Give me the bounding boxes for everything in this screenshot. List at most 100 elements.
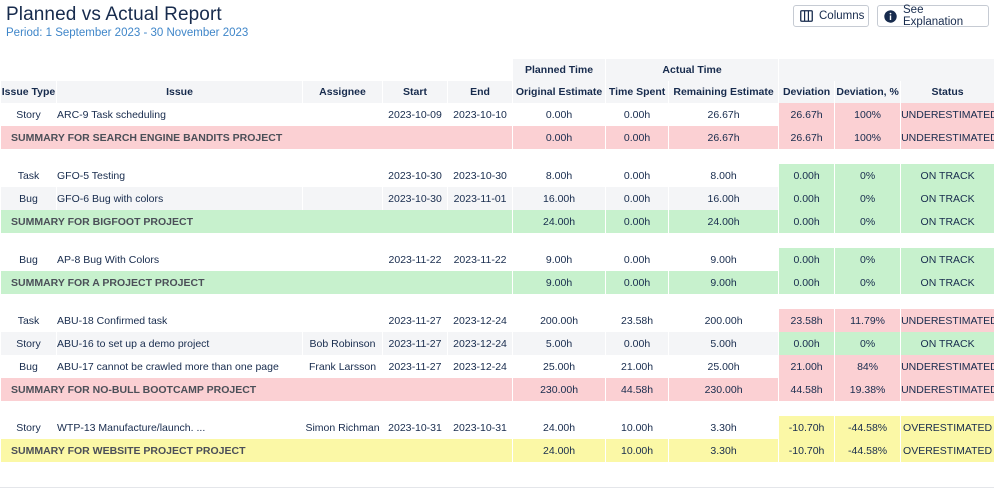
summary-original-estimate: 24.00h [512, 439, 606, 462]
issue-row[interactable]: Bug GFO-6 Bug with colors 2023-10-30 2023-1… [0, 187, 995, 210]
deviation-cell: 0.00h [778, 332, 835, 355]
time-spent-cell: 0.00h [605, 164, 669, 187]
start-date-cell: 2023-11-22 [382, 248, 447, 271]
deviation-percent-cell: 11.79% [834, 309, 901, 332]
planned-vs-actual-table: Planned Time Actual Time Issue Type Issue… [0, 59, 995, 462]
original-estimate-cell: 9.00h [512, 248, 606, 271]
summary-row: SUMMARY FOR WEBSITE PROJECT PROJECT 24.00… [0, 439, 995, 462]
issue-link[interactable]: ARC-9 Task scheduling [56, 103, 302, 126]
report-period: Period: 1 September 2023 - 30 November 2… [6, 27, 249, 39]
end-date-cell: 2023-10-31 [447, 416, 513, 439]
column-header[interactable]: Assignee [302, 81, 382, 103]
summary-row: SUMMARY FOR A PROJECT PROJECT 9.00h 0.00h 9… [0, 271, 995, 294]
columns-button[interactable]: Columns [793, 5, 869, 27]
column-header[interactable]: Issue [56, 81, 302, 103]
end-date-cell: 2023-11-01 [447, 187, 513, 210]
original-estimate-cell: 5.00h [512, 332, 606, 355]
column-header[interactable]: Start [382, 81, 447, 103]
columns-icon [800, 10, 813, 22]
assignee-cell [302, 164, 382, 187]
summary-remaining-estimate: 230.00h [668, 378, 779, 401]
status-cell: UNDERESTIMATED [900, 355, 995, 378]
issue-row[interactable]: Story ABU-16 to set up a demo project Bob … [0, 332, 995, 355]
assignee-cell [302, 248, 382, 271]
issue-link[interactable]: WTP-13 Manufacture/launch. ... [56, 416, 302, 439]
deviation-percent-cell: -44.58% [834, 416, 901, 439]
deviation-percent-cell: 0% [834, 332, 901, 355]
see-explanation-button[interactable]: See Explanation [877, 4, 989, 28]
time-spent-cell: 0.00h [605, 332, 669, 355]
summary-time-spent: 0.00h [605, 126, 669, 149]
group-header-planned: Planned Time [512, 59, 606, 81]
column-header[interactable]: Time Spent [605, 81, 669, 103]
deviation-cell: 0.00h [778, 187, 835, 210]
column-header[interactable]: Original Estimate [512, 81, 606, 103]
column-header[interactable]: End [447, 81, 513, 103]
group-spacer [0, 233, 995, 248]
remaining-estimate-cell: 3.30h [668, 416, 779, 439]
summary-time-spent: 10.00h [605, 439, 669, 462]
summary-time-spent: 0.00h [605, 271, 669, 294]
issue-type-cell: Story [0, 416, 56, 439]
issue-link[interactable]: ABU-16 to set up a demo project [56, 332, 302, 355]
end-date-cell: 2023-12-24 [447, 355, 513, 378]
end-date-cell: 2023-11-22 [447, 248, 513, 271]
summary-deviation-percent: 0% [834, 210, 901, 233]
end-date-cell: 2023-10-30 [447, 164, 513, 187]
end-date-cell: 2023-10-10 [447, 103, 513, 126]
summary-deviation-percent: 19.38% [834, 378, 901, 401]
original-estimate-cell: 16.00h [512, 187, 606, 210]
original-estimate-cell: 25.00h [512, 355, 606, 378]
column-header[interactable]: Issue Type [0, 81, 56, 103]
deviation-cell: 0.00h [778, 248, 835, 271]
issue-link[interactable]: AP-8 Bug With Colors [56, 248, 302, 271]
issue-link[interactable]: GFO-6 Bug with colors [56, 187, 302, 210]
summary-status: UNDERESTIMATED [900, 378, 995, 401]
start-date-cell: 2023-11-27 [382, 355, 447, 378]
deviation-percent-cell: 0% [834, 187, 901, 210]
time-spent-cell: 0.00h [605, 187, 669, 210]
remaining-estimate-cell: 26.67h [668, 103, 779, 126]
column-header[interactable]: Status [900, 81, 995, 103]
group-spacer [0, 149, 995, 164]
issue-row[interactable]: Story WTP-13 Manufacture/launch. ... Simon… [0, 416, 995, 439]
deviation-cell: 0.00h [778, 164, 835, 187]
summary-original-estimate: 24.00h [512, 210, 606, 233]
status-cell: UNDERESTIMATED [900, 309, 995, 332]
column-header[interactable]: Deviation [778, 81, 835, 103]
original-estimate-cell: 24.00h [512, 416, 606, 439]
summary-status: UNDERESTIMATED [900, 126, 995, 149]
issue-type-cell: Task [0, 309, 56, 332]
deviation-cell: 23.58h [778, 309, 835, 332]
issue-row[interactable]: Bug AP-8 Bug With Colors 2023-11-22 2023-11… [0, 248, 995, 271]
assignee-cell: Bob Robinson [302, 332, 382, 355]
summary-deviation-percent: -44.58% [834, 439, 901, 462]
summary-time-spent: 44.58h [605, 378, 669, 401]
column-header[interactable]: Deviation, % [834, 81, 901, 103]
issue-row[interactable]: Story ARC-9 Task scheduling 2023-10-09 2023… [0, 103, 995, 126]
columns-button-label: Columns [819, 10, 865, 22]
summary-status: OVERESTIMATED [900, 439, 995, 462]
column-header[interactable]: Remaining Estimate [668, 81, 779, 103]
issue-link[interactable]: ABU-17 cannot be crawled more than one p… [56, 355, 302, 378]
remaining-estimate-cell: 200.00h [668, 309, 779, 332]
start-date-cell: 2023-11-27 [382, 332, 447, 355]
status-cell: ON TRACK [900, 248, 995, 271]
issue-link[interactable]: ABU-18 Confirmed task [56, 309, 302, 332]
assignee-cell: Frank Larsson [302, 355, 382, 378]
status-cell: ON TRACK [900, 187, 995, 210]
remaining-estimate-cell: 25.00h [668, 355, 779, 378]
summary-status: ON TRACK [900, 210, 995, 233]
time-spent-cell: 21.00h [605, 355, 669, 378]
start-date-cell: 2023-11-27 [382, 309, 447, 332]
summary-original-estimate: 230.00h [512, 378, 606, 401]
issue-row[interactable]: Task ABU-18 Confirmed task 2023-11-27 2023-… [0, 309, 995, 332]
remaining-estimate-cell: 8.00h [668, 164, 779, 187]
issue-link[interactable]: GFO-5 Testing [56, 164, 302, 187]
group-spacer [0, 294, 995, 309]
summary-time-spent: 0.00h [605, 210, 669, 233]
summary-status: ON TRACK [900, 271, 995, 294]
issue-row[interactable]: Task GFO-5 Testing 2023-10-30 2023-10-30 8.0… [0, 164, 995, 187]
issue-row[interactable]: Bug ABU-17 cannot be crawled more than on… [0, 355, 995, 378]
summary-deviation-percent: 100% [834, 126, 901, 149]
